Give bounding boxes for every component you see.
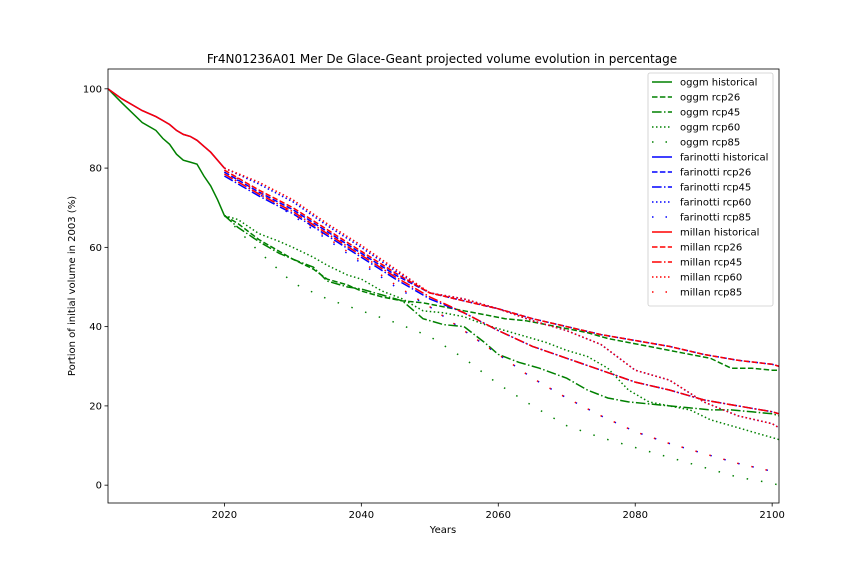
legend-label-farinotti-rcp26: farinotti rcp26 <box>680 168 751 179</box>
legend-label-millan-rcp85: millan rcp85 <box>680 288 742 299</box>
legend: oggm historical oggm rcp26 oggm rcp45 oggm … <box>647 72 774 307</box>
legend-label-farinotti-historical: farinotti historical <box>680 153 768 164</box>
y-tick-label: 60 <box>89 243 102 254</box>
series-line-millan-rcp26 <box>224 169 779 368</box>
series-line-oggm-rcp45 <box>223 215 779 417</box>
y-axis-label: Portion of initial volume in 2003 (%) <box>67 196 78 376</box>
legend-label-farinotti-rcp60: farinotti rcp60 <box>680 198 751 209</box>
legend-label-farinotti-rcp85: farinotti rcp85 <box>680 213 751 224</box>
x-tick-label: 2040 <box>349 510 374 521</box>
legend-label-millan-historical: millan historical <box>680 228 759 239</box>
x-axis-ticks: 2020 2040 2060 2080 2100 <box>212 503 785 521</box>
x-axis-label: Years <box>429 525 456 536</box>
legend-label-millan-rcp60: millan rcp60 <box>680 273 742 284</box>
legend-label-farinotti-rcp45: farinotti rcp45 <box>680 183 751 194</box>
series-line-farinotti-rcp60 <box>224 167 779 429</box>
legend-label-millan-rcp45: millan rcp45 <box>680 258 742 269</box>
series-line-farinotti-rcp45 <box>224 175 779 415</box>
y-tick-label: 0 <box>96 481 102 492</box>
legend-box <box>647 72 774 307</box>
y-tick-label: 80 <box>89 164 102 175</box>
x-tick-label: 2100 <box>759 510 784 521</box>
series-line-millan-historical <box>108 88 225 169</box>
series-line-millan-rcp45 <box>224 173 779 415</box>
legend-label-oggm-rcp26: oggm rcp26 <box>680 93 740 104</box>
y-tick-label: 20 <box>89 401 102 412</box>
legend-label-oggm-rcp45: oggm rcp45 <box>680 108 740 119</box>
x-tick-label: 2020 <box>212 510 237 521</box>
x-tick-label: 2080 <box>622 510 647 521</box>
x-tick-label: 2060 <box>486 510 511 521</box>
series-line-oggm-rcp26 <box>224 214 779 371</box>
series-line-oggm-historical <box>108 88 226 216</box>
legend-label-oggm-rcp85: oggm rcp85 <box>680 138 740 149</box>
y-axis-ticks: 0 20 40 60 80 100 <box>83 84 108 492</box>
y-tick-label: 40 <box>89 322 102 333</box>
legend-label-oggm-rcp60: oggm rcp60 <box>680 123 740 134</box>
chart-title: Fr4N01236A01 Mer De Glace-Geant projecte… <box>207 52 677 66</box>
series-lines <box>108 88 779 486</box>
legend-label-millan-rcp26: millan rcp26 <box>680 243 742 254</box>
legend-label-oggm-historical: oggm historical <box>680 78 757 89</box>
plot-frame <box>107 68 780 504</box>
series-line-millan-rcp85 <box>223 169 779 475</box>
y-tick-label: 100 <box>83 84 102 95</box>
